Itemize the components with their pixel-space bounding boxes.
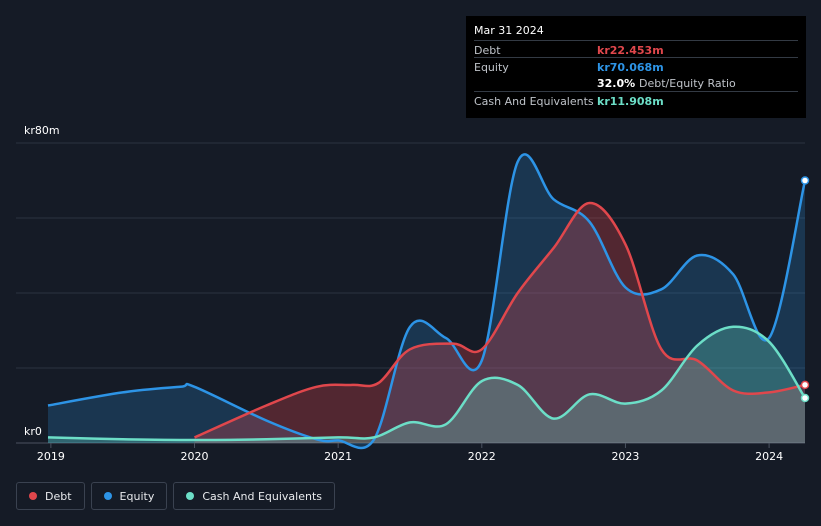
cash-dot-icon — [186, 492, 195, 500]
legend-item-cash[interactable]: Cash And Equivalents — [173, 482, 335, 510]
x-tick-label: 2020 — [180, 450, 209, 463]
tooltip-row-equity: Equity kr70.068m — [474, 57, 798, 75]
tooltip-row-cash: Cash And Equivalents kr11.908m — [474, 91, 798, 109]
equity-dot-icon — [103, 492, 112, 500]
legend-equity-label: Equity — [119, 489, 155, 503]
x-tick-label: 2021 — [324, 450, 353, 463]
debt-line — [193, 201, 806, 439]
equity-area — [48, 154, 805, 448]
equity-end-marker — [800, 176, 810, 185]
series-lines — [47, 153, 807, 450]
tooltip-row-ratio: 32.0% Debt/Equity Ratio — [474, 74, 798, 91]
tooltip-date: Mar 31 2024 — [474, 24, 544, 37]
cash-and-equivalents-area — [48, 326, 805, 443]
series-end-markers — [800, 176, 810, 403]
grid-lines — [16, 142, 805, 448]
ratio-number: 32.0% — [597, 77, 636, 90]
tooltip-panel: Mar 31 2024 Debt kr22.453m Equity kr70.0… — [466, 16, 806, 118]
tooltip-cash-label: Cash And Equivalents — [474, 95, 594, 108]
legend-debt-label: Debt — [45, 489, 72, 503]
tooltip-ratio-value: 32.0% Debt/Equity Ratio — [597, 77, 736, 90]
tooltip-equity-value: kr70.068m — [597, 61, 664, 74]
ratio-label: Debt/Equity Ratio — [639, 77, 736, 90]
x-tick-label: 2024 — [755, 450, 784, 463]
legend-item-debt[interactable]: Debt — [16, 482, 85, 510]
debt-end-marker — [800, 380, 810, 390]
x-tick-label: 2022 — [467, 450, 496, 463]
legend: Debt Equity Cash And Equivalents — [16, 482, 335, 510]
y-tick-label-top: kr80m — [24, 124, 60, 137]
x-tick-label: 2019 — [36, 450, 65, 463]
tooltip-equity-label: Equity — [474, 61, 509, 74]
tooltip-debt-label: Debt — [474, 44, 501, 57]
tooltip-row-debt: Debt kr22.453m — [474, 40, 798, 58]
legend-item-equity[interactable]: Equity — [90, 482, 168, 510]
legend-cash-label: Cash And Equivalents — [202, 489, 322, 503]
x-tick-label: 2023 — [611, 450, 640, 463]
series-areas — [48, 154, 805, 448]
debt-dot-icon — [29, 492, 37, 500]
cash-and-equivalents-end-marker — [800, 393, 810, 403]
equity-line — [47, 153, 807, 450]
tooltip-cash-value: kr11.908m — [597, 95, 664, 108]
debt-area — [194, 202, 805, 443]
tooltip-debt-value: kr22.453m — [597, 44, 664, 57]
cash-and-equivalents-line — [47, 325, 807, 442]
y-tick-label-zero: kr0 — [24, 425, 42, 438]
